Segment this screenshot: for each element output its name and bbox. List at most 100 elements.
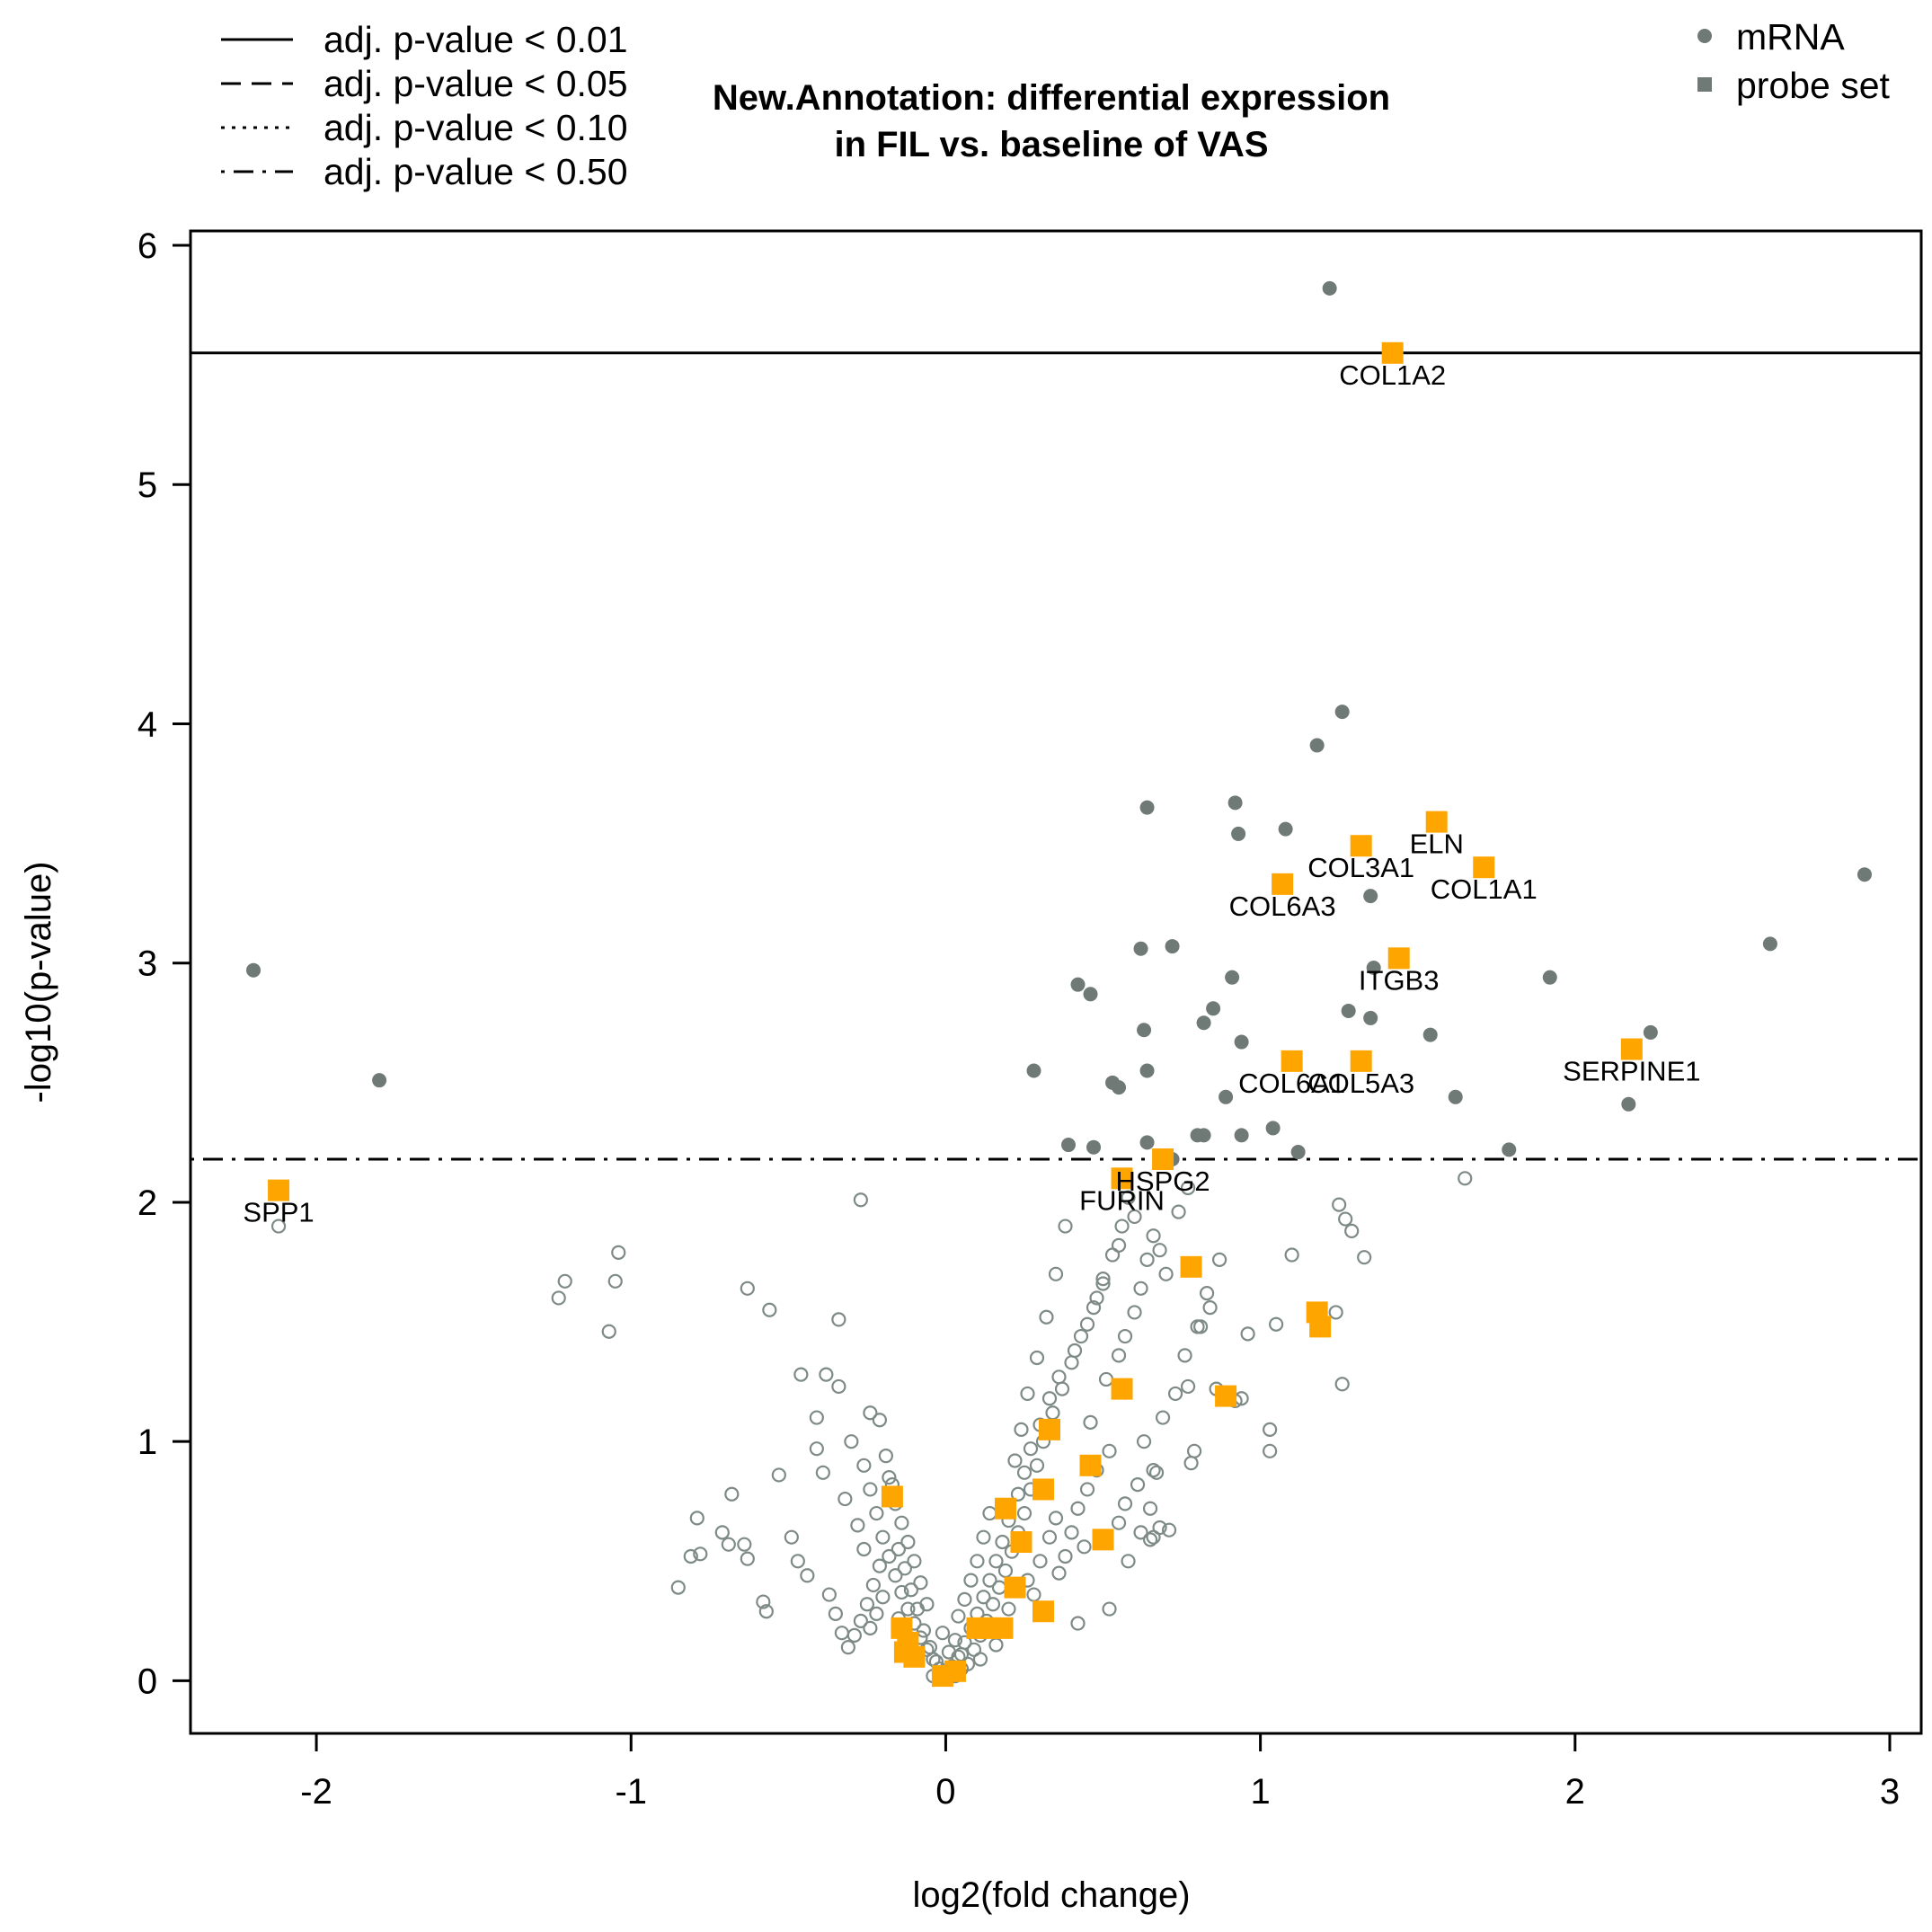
data-point-open	[1026, 1587, 1041, 1602]
data-point-open	[740, 1281, 755, 1296]
data-point-open	[1269, 1316, 1284, 1332]
data-point-open	[1183, 1456, 1199, 1471]
data-point-open	[1117, 1328, 1133, 1344]
data-point-open	[972, 1652, 988, 1667]
data-point-open	[670, 1580, 686, 1595]
data-point-open	[1263, 1422, 1278, 1437]
y-axis-label: -log10(p-value)	[19, 861, 58, 1103]
gene-label: SPP1	[243, 1197, 314, 1228]
data-point-open	[1180, 1378, 1196, 1395]
data-point-filled	[1231, 826, 1246, 841]
data-point-open	[809, 1441, 824, 1457]
legend-square-icon	[1697, 77, 1712, 92]
y-tick-label: 5	[137, 465, 157, 505]
data-point-open	[809, 1410, 824, 1425]
x-tick-label: -1	[615, 1772, 647, 1812]
threshold-lines	[191, 351, 1921, 1161]
data-point-open	[976, 1529, 991, 1545]
data-point-open	[988, 1554, 1004, 1569]
data-point-open	[859, 1597, 874, 1612]
data-point-open	[1146, 1228, 1161, 1244]
data-point-open	[1130, 1477, 1146, 1493]
data-point-open	[957, 1591, 972, 1608]
data-point-open	[1073, 1328, 1089, 1344]
data-point-open	[863, 1620, 878, 1635]
legend-label: adj. p-value < 0.01	[323, 19, 628, 60]
data-point-open	[1104, 1247, 1121, 1263]
data-point-open	[844, 1434, 859, 1449]
data-point-probe-set	[1032, 1600, 1054, 1623]
data-point-probe-set	[881, 1485, 903, 1508]
data-point-open	[1152, 1243, 1167, 1258]
data-point-open	[683, 1548, 698, 1564]
data-point-filled	[1061, 1138, 1077, 1153]
data-point-open	[991, 1580, 1007, 1595]
data-point-open	[882, 1548, 897, 1564]
x-tick-label: -2	[300, 1772, 332, 1812]
data-point-open	[1032, 1554, 1048, 1569]
data-point-open	[850, 1518, 865, 1533]
data-point-open	[840, 1640, 855, 1655]
data-point-open	[982, 1505, 997, 1521]
y-tick-label: 2	[137, 1183, 157, 1223]
data-point-open	[793, 1367, 809, 1382]
gene-label: COL1A1	[1431, 873, 1538, 905]
data-point-open	[1139, 1252, 1155, 1267]
data-point-open	[1070, 1616, 1086, 1631]
data-point-open	[1064, 1355, 1079, 1370]
data-point-open	[756, 1594, 771, 1609]
data-point-open	[856, 1458, 872, 1473]
data-point-open	[1133, 1525, 1148, 1540]
significant-points	[246, 280, 1872, 1167]
data-point-open	[1102, 1601, 1117, 1617]
data-point-open	[1051, 1369, 1067, 1385]
data-point-open	[689, 1511, 705, 1526]
data-point-open	[1070, 1501, 1086, 1516]
data-point-open	[837, 1491, 853, 1507]
data-point-open	[913, 1575, 928, 1591]
nonsignificant-points	[270, 1171, 1473, 1684]
data-point-open	[865, 1577, 881, 1593]
data-point-filled	[1857, 867, 1872, 882]
data-point-open	[724, 1486, 740, 1502]
data-point-filled	[1083, 987, 1098, 1002]
x-tick-label: 3	[1880, 1772, 1900, 1812]
data-point-open	[1127, 1209, 1142, 1225]
data-point-filled	[1137, 1023, 1152, 1038]
data-point-open	[1039, 1309, 1054, 1325]
data-point-open	[875, 1590, 891, 1605]
data-point-probe-set	[1079, 1454, 1102, 1476]
data-point-filled	[1309, 738, 1325, 753]
data-point-open	[1146, 1463, 1161, 1478]
data-point-filled	[1234, 1128, 1249, 1143]
data-point-filled	[1542, 970, 1557, 985]
data-point-probe-set	[1152, 1148, 1174, 1171]
data-point-filled	[1086, 1139, 1102, 1155]
gene-label: FURIN	[1079, 1184, 1165, 1216]
x-tick-label: 1	[1250, 1772, 1270, 1812]
data-point-filled	[1112, 1080, 1127, 1095]
data-point-open	[1263, 1443, 1278, 1458]
data-point-filled	[1139, 1135, 1155, 1150]
data-point-filled	[1341, 1003, 1356, 1018]
data-point-open	[1121, 1554, 1136, 1569]
data-point-open	[1190, 1319, 1205, 1334]
data-point-open	[1111, 1515, 1127, 1530]
data-point-open	[1127, 1305, 1142, 1320]
data-point-filled	[1265, 1121, 1281, 1136]
x-axis: -2 -1 0 1 2 3	[300, 1732, 1900, 1812]
gene-label: ITGB3	[1359, 964, 1440, 996]
data-point-open	[947, 1633, 963, 1648]
legend-label: adj. p-value < 0.50	[323, 151, 628, 192]
y-axis: 0 1 2 3 4 5 6	[137, 226, 192, 1701]
data-point-filled	[1448, 1089, 1463, 1104]
data-point-open	[1211, 1252, 1227, 1267]
data-point-filled	[1139, 1063, 1155, 1078]
gene-label: COL6A3	[1229, 891, 1336, 922]
data-point-open	[1334, 1377, 1350, 1392]
data-point-filled	[1227, 795, 1243, 811]
legend-label: adj. p-value < 0.10	[323, 107, 628, 148]
data-point-open	[1136, 1434, 1152, 1449]
data-point-filled	[1133, 941, 1148, 956]
